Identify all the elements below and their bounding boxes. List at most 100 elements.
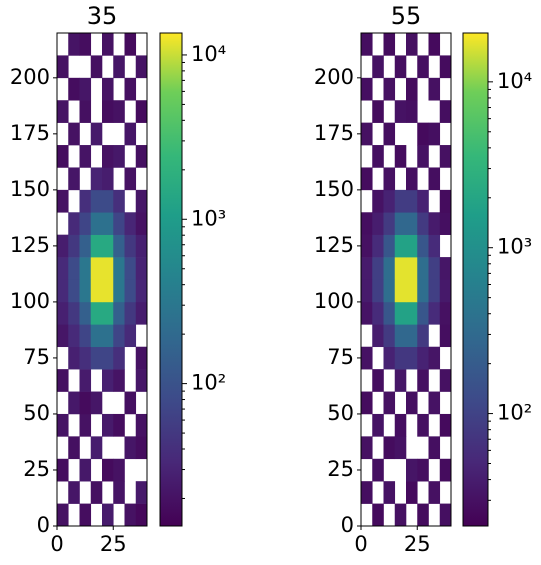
heat-cell: [90, 481, 103, 504]
x-tick-label: 0: [354, 532, 367, 556]
heat-cell: [124, 324, 137, 348]
heat-cell: [383, 33, 396, 56]
heat-cell: [372, 100, 384, 123]
heat-cell: [428, 212, 441, 235]
heat-cell: [79, 257, 92, 280]
heat-cell: [102, 234, 114, 258]
heat-cell: [361, 481, 373, 504]
heat-cell: [113, 324, 125, 348]
heat-cell: [124, 122, 137, 146]
heat-cell: [383, 346, 396, 370]
heat-cell: [57, 257, 69, 280]
heat-cell: [135, 413, 148, 437]
heat-cell: [79, 458, 92, 482]
heat-cell: [406, 234, 418, 258]
heat-cell: [68, 301, 80, 325]
heat-cell: [57, 301, 69, 325]
chart-title: 55: [391, 2, 422, 30]
heat-cell: [406, 481, 418, 504]
heat-cell: [124, 436, 137, 460]
heat-cell: [102, 145, 114, 168]
heat-cell: [124, 301, 137, 325]
heat-cell: [428, 391, 441, 415]
heat-cell: [428, 481, 441, 504]
heat-cell: [394, 436, 407, 460]
heat-cell: [372, 257, 384, 280]
heat-cell: [428, 301, 441, 325]
heat-cell: [79, 279, 92, 303]
heat-cell: [383, 279, 396, 303]
heat-cell: [439, 503, 452, 527]
heat-cell: [68, 77, 80, 101]
heat-cell: [417, 503, 429, 527]
heat-cell: [406, 324, 418, 348]
heat-cell: [135, 481, 148, 504]
heat-cell: [79, 145, 92, 168]
y-tick-label: 100: [10, 289, 50, 313]
heat-cell: [57, 413, 69, 437]
heat-cell: [68, 324, 80, 348]
heat-cell: [135, 55, 148, 79]
heat-cell: [439, 458, 452, 482]
heat-cell: [428, 167, 441, 191]
axes-frame: [360, 32, 452, 527]
heat-cell: [372, 234, 384, 258]
y-tick-label: 150: [10, 177, 50, 201]
y-tick-label: 75: [327, 345, 354, 369]
x-tick-label: 25: [404, 532, 431, 556]
heat-cell: [394, 100, 407, 123]
heat-cell: [102, 413, 114, 437]
heat-cell: [113, 234, 125, 258]
heat-cell: [124, 257, 137, 280]
heat-cell: [135, 279, 148, 303]
heat-cell: [406, 279, 418, 303]
heat-cell: [383, 189, 396, 213]
y-tick-label: 200: [10, 65, 50, 89]
heat-cell: [383, 167, 396, 191]
heat-cell: [124, 77, 137, 101]
heat-cell: [135, 503, 148, 527]
heat-cell: [372, 189, 384, 213]
heat-cell: [68, 481, 80, 504]
heat-cell: [439, 55, 452, 79]
colorbar-tick-label: 10²: [497, 401, 532, 425]
heat-cell: [383, 391, 396, 415]
heat-cell: [79, 324, 92, 348]
y-tick-label: 0: [341, 513, 354, 537]
heat-cell: [372, 413, 384, 437]
heat-cell: [102, 167, 114, 191]
axes-frame: [56, 32, 148, 527]
heat-cell: [361, 33, 373, 56]
heat-cell: [417, 369, 429, 392]
heat-cell: [383, 481, 396, 504]
heat-cell: [439, 301, 452, 325]
heat-cell: [113, 481, 125, 504]
y-tick-label: 175: [314, 121, 354, 145]
heat-cell: [406, 458, 418, 482]
heat-cell: [417, 279, 429, 303]
y-tick-label: 75: [23, 345, 50, 369]
heat-cell: [90, 55, 103, 79]
heat-cell: [90, 122, 103, 146]
heat-cell: [406, 77, 418, 101]
heat-cell: [79, 33, 92, 56]
heat-cell: [406, 100, 418, 123]
heat-cell: [79, 100, 92, 123]
heat-cell: [361, 391, 373, 415]
heat-cell: [90, 324, 103, 348]
y-tick-label: 200: [314, 65, 354, 89]
heat-cell: [68, 279, 80, 303]
heat-cell: [68, 436, 80, 460]
y-tick-label: 100: [314, 289, 354, 313]
heat-cell: [406, 301, 418, 325]
y-tick-label: 50: [327, 401, 354, 425]
heat-cell: [90, 436, 103, 460]
heat-cell: [383, 436, 396, 460]
heat-cell: [135, 301, 148, 325]
heat-cell: [383, 122, 396, 146]
heat-cell: [68, 33, 80, 56]
heat-cell: [57, 234, 69, 258]
heat-cell: [102, 346, 114, 370]
heat-cell: [124, 503, 137, 527]
